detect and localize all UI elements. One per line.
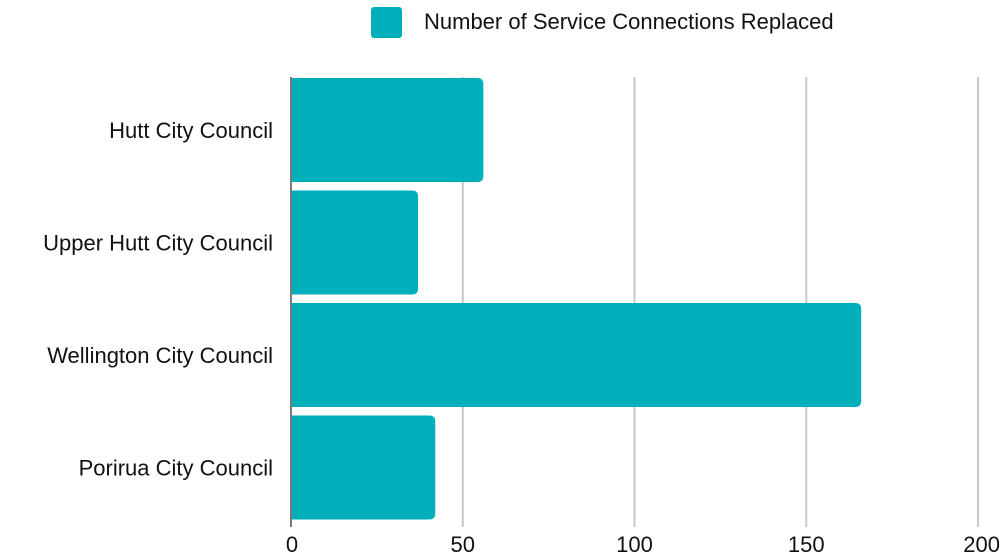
bar-porirua-city-council <box>291 415 436 520</box>
labels: Hutt City Council Upper Hutt City Council… <box>43 118 1000 557</box>
x-tick-label: 200 <box>963 532 1000 557</box>
x-tick-label: 150 <box>788 532 825 557</box>
legend-label: Number of Service Connections Replaced <box>424 9 834 34</box>
category-label: Porirua City Council <box>79 456 273 481</box>
x-tick-label: 100 <box>616 532 653 557</box>
bar-wellington-city-council <box>291 303 862 407</box>
x-tick-label: 50 <box>451 532 475 557</box>
bar-upper-hutt-city-council <box>291 190 419 295</box>
category-label: Wellington City Council <box>47 343 273 368</box>
bar-hutt-city-council <box>291 78 484 182</box>
legend-swatch <box>371 6 402 38</box>
bars <box>291 78 862 520</box>
category-label: Hutt City Council <box>109 118 273 143</box>
category-label: Upper Hutt City Council <box>43 231 273 256</box>
legend: Number of Service Connections Replaced <box>371 6 834 38</box>
x-tick-label: 0 <box>286 532 298 557</box>
grid-lines <box>461 77 979 527</box>
